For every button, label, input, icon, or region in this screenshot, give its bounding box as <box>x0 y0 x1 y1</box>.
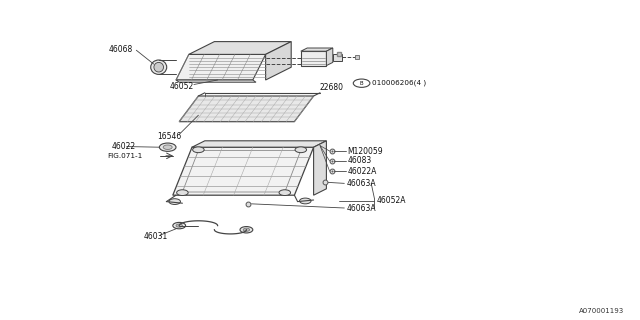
Text: 46052A: 46052A <box>376 196 406 205</box>
Circle shape <box>193 147 204 153</box>
Bar <box>333 54 342 61</box>
Text: 46063A: 46063A <box>346 179 376 188</box>
Circle shape <box>279 190 291 196</box>
Polygon shape <box>176 54 266 80</box>
Text: 46052: 46052 <box>170 82 194 91</box>
Text: 010006206(4 ): 010006206(4 ) <box>372 80 426 86</box>
Circle shape <box>169 199 180 204</box>
Text: 46031: 46031 <box>144 232 168 241</box>
Ellipse shape <box>154 62 164 72</box>
Text: 46083: 46083 <box>348 156 372 165</box>
Circle shape <box>176 224 182 227</box>
Text: 16546: 16546 <box>157 132 181 140</box>
Text: M120059: M120059 <box>348 147 383 156</box>
Circle shape <box>295 147 307 153</box>
Text: 46068: 46068 <box>109 45 133 54</box>
Circle shape <box>300 198 311 204</box>
Polygon shape <box>301 51 326 66</box>
Circle shape <box>163 145 172 149</box>
Circle shape <box>159 143 176 151</box>
Circle shape <box>243 228 250 231</box>
Text: 22680: 22680 <box>320 83 344 92</box>
Circle shape <box>177 190 188 196</box>
Text: 46022: 46022 <box>112 142 136 151</box>
Ellipse shape <box>151 60 166 75</box>
Polygon shape <box>301 48 333 51</box>
Polygon shape <box>266 42 291 80</box>
Polygon shape <box>176 80 256 82</box>
Polygon shape <box>173 147 314 195</box>
Polygon shape <box>326 48 333 66</box>
Text: B: B <box>360 81 364 86</box>
Polygon shape <box>189 42 291 54</box>
Text: A070001193: A070001193 <box>579 308 624 314</box>
Text: 46063A: 46063A <box>346 204 376 212</box>
Text: 46022A: 46022A <box>348 167 377 176</box>
Polygon shape <box>314 141 326 195</box>
Circle shape <box>173 222 186 229</box>
Circle shape <box>240 227 253 233</box>
Polygon shape <box>192 141 326 147</box>
Text: FIG.071-1: FIG.071-1 <box>108 153 143 159</box>
Polygon shape <box>179 96 314 122</box>
